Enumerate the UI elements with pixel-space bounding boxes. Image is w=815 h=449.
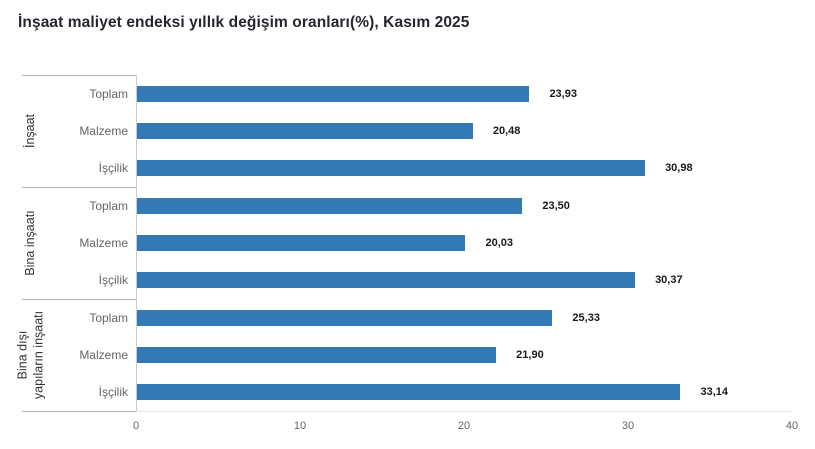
- category-label: Toplam: [89, 198, 128, 213]
- bar: [137, 309, 553, 326]
- x-tick-label: 20: [457, 420, 471, 432]
- bar: [137, 85, 530, 102]
- category-label: Malzeme: [79, 236, 128, 250]
- category-label: İşçilik: [98, 385, 128, 400]
- x-axis-line: [136, 411, 792, 412]
- value-label: 33,14: [700, 386, 729, 399]
- value-label: 21,90: [516, 349, 544, 361]
- bar: [137, 123, 473, 139]
- bar: [137, 384, 681, 401]
- category-label: Malzeme: [79, 124, 128, 138]
- value-label: 23,50: [542, 199, 570, 212]
- y-axis-line: [136, 75, 137, 411]
- bar: [137, 197, 523, 214]
- group-separator-line: [22, 411, 136, 412]
- value-label: 20,03: [485, 237, 514, 249]
- category-label: İşçilik: [98, 273, 128, 288]
- bar: [137, 347, 497, 363]
- group-separator-line: [22, 299, 136, 300]
- value-label: 25,33: [572, 311, 600, 324]
- value-label: 20,48: [492, 125, 521, 137]
- x-tick-label: 40: [785, 420, 799, 432]
- category-label: Toplam: [89, 86, 128, 101]
- x-tick-label: 30: [621, 420, 635, 432]
- value-label: 30,37: [655, 274, 683, 287]
- category-label: Malzeme: [79, 348, 128, 362]
- x-tick-label: 10: [293, 420, 307, 432]
- x-tick-label: 0: [132, 420, 140, 432]
- category-label: Toplam: [89, 310, 128, 325]
- chart-title: İnşaat maliyet endeksi yıllık değişim or…: [18, 14, 470, 31]
- group-separator-line: [22, 75, 136, 76]
- bar: [137, 272, 636, 289]
- group-separator-line: [22, 187, 136, 188]
- bar: [137, 235, 466, 251]
- value-label: 30,98: [665, 162, 693, 175]
- category-label: İşçilik: [98, 161, 128, 176]
- bar: [137, 160, 646, 177]
- value-label: 23,93: [549, 87, 577, 100]
